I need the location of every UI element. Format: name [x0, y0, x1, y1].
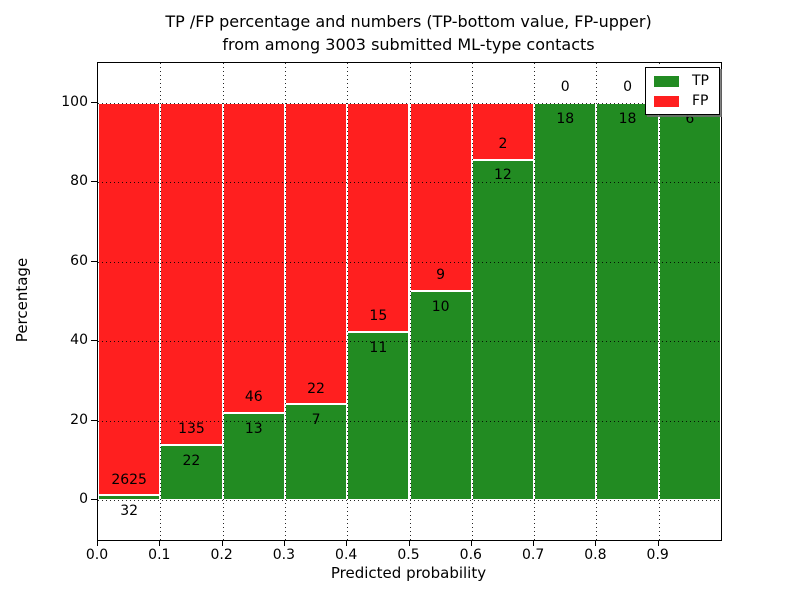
- bar-tp-segment: [347, 332, 410, 501]
- bar-tp-segment: [284, 404, 348, 501]
- x-tick-label: 0.2: [210, 547, 233, 563]
- x-tick-label: 0.5: [397, 547, 420, 563]
- tp-count-label: 12: [494, 167, 512, 184]
- y-tick-mark: [91, 499, 97, 501]
- x-tick-mark: [221, 541, 223, 546]
- fp-count-label: 46: [244, 388, 263, 405]
- x-tick-mark: [657, 541, 659, 546]
- y-tick-mark: [91, 260, 97, 262]
- x-tick-mark: [533, 541, 535, 546]
- legend-swatch-tp: [654, 75, 679, 87]
- fp-count-label: 2625: [111, 471, 147, 488]
- x-tick-mark: [159, 541, 161, 546]
- y-tick-label: 60: [70, 252, 88, 269]
- gridline-vertical: [284, 63, 286, 540]
- x-tick-label: 0.4: [335, 547, 358, 563]
- y-tick-mark: [91, 101, 97, 103]
- chart-title-line2: from among 3003 submitted ML-type contac…: [222, 35, 595, 54]
- gridline-vertical: [534, 63, 536, 540]
- fp-count-label: 0: [623, 78, 633, 95]
- bar-tp-segment: [98, 495, 161, 501]
- gridline-vertical: [160, 63, 162, 540]
- gridline-vertical: [471, 63, 473, 540]
- bar-fp-segment: [160, 102, 223, 445]
- x-tick-mark: [346, 541, 348, 546]
- bar-tp-segment: [409, 291, 472, 501]
- x-tick-label: 0.8: [584, 547, 607, 563]
- legend-label-fp: FP: [692, 93, 709, 109]
- gridline-vertical: [658, 63, 660, 540]
- x-tick-label: 0.3: [272, 547, 296, 563]
- legend-item-fp: FP: [654, 94, 709, 108]
- x-tick-mark: [283, 541, 285, 546]
- x-tick-label: 0.9: [646, 547, 669, 563]
- gridline-vertical: [596, 63, 598, 540]
- x-tick-label: 0.1: [148, 547, 171, 563]
- tp-count-label: 7: [311, 412, 321, 429]
- x-tick-mark: [470, 541, 472, 546]
- plot-area: 262532135224613227151191021201801806: [97, 62, 722, 541]
- x-tick-mark: [408, 541, 410, 546]
- fp-count-label: 135: [178, 420, 205, 437]
- x-tick-label: 0.7: [521, 547, 545, 563]
- tp-count-label: 18: [618, 110, 637, 127]
- tp-count-label: 6: [685, 110, 695, 127]
- gridline-vertical: [222, 63, 224, 540]
- bar-fp-segment: [409, 102, 472, 292]
- gridline-vertical: [409, 63, 411, 540]
- y-tick-mark: [91, 419, 97, 421]
- y-tick-label: 80: [70, 173, 88, 190]
- tp-count-label: 11: [369, 340, 388, 356]
- tp-count-label: 32: [120, 503, 139, 520]
- bar-fp-segment: [222, 102, 285, 413]
- chart-title: TP /FP percentage and numbers (TP-bottom…: [97, 10, 720, 56]
- y-axis-label: Percentage: [13, 257, 31, 343]
- fp-count-label: 2: [498, 135, 508, 152]
- fp-count-label: 22: [307, 380, 325, 397]
- bar-tp-segment: [658, 102, 721, 501]
- y-tick-mark: [91, 181, 97, 183]
- x-axis-label: Predicted probability: [330, 564, 487, 582]
- tp-count-label: 13: [244, 420, 263, 437]
- x-tick-mark: [97, 541, 98, 546]
- fp-count-label: 9: [436, 267, 446, 284]
- gridline-vertical: [347, 63, 349, 540]
- y-tick-mark: [91, 340, 97, 342]
- bar-tp-segment: [596, 102, 659, 501]
- y-tick-label: 20: [70, 411, 88, 428]
- legend: TP FP: [645, 67, 720, 115]
- y-tick-label: 100: [61, 93, 88, 110]
- y-tick-label: 40: [70, 332, 88, 349]
- bar-tp-segment: [471, 159, 535, 501]
- bar-fp-segment: [471, 102, 535, 160]
- legend-swatch-fp: [654, 95, 679, 107]
- fp-count-label: 15: [369, 308, 388, 325]
- fp-count-label: 0: [560, 78, 570, 95]
- tp-count-label: 22: [182, 452, 201, 469]
- legend-label-tp: TP: [692, 73, 709, 89]
- bar-fp-segment: [347, 102, 410, 333]
- tp-count-label: 10: [431, 299, 450, 316]
- legend-item-tp: TP: [654, 74, 709, 88]
- chart-title-line1: TP /FP percentage and numbers (TP-bottom…: [165, 12, 652, 31]
- x-tick-label: 0.6: [459, 547, 482, 563]
- x-tick-mark: [595, 541, 597, 546]
- bar-fp-segment: [98, 102, 161, 496]
- tp-count-label: 18: [556, 110, 575, 127]
- x-tick-label: 0.0: [85, 547, 109, 563]
- bar-fp-segment: [284, 102, 348, 405]
- bar-tp-segment: [160, 444, 223, 501]
- y-tick-label: 0: [79, 491, 88, 508]
- bar-tp-segment: [534, 102, 597, 501]
